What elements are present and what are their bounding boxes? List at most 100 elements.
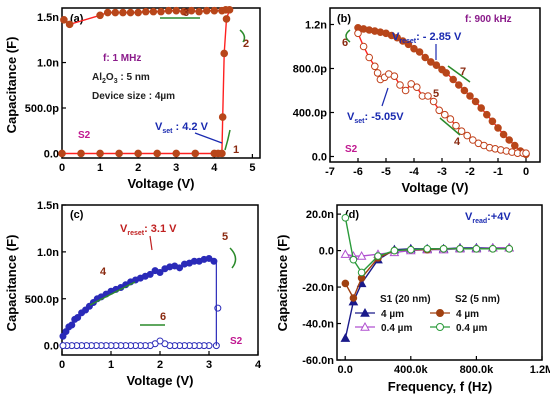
panel-a-series-0-point: [172, 149, 181, 158]
panel-b: (b) -7 -6 -5 -4 -3 -2 -1 0 0.0 400.0p 800.0p 1.2n V…: [293, 7, 541, 195]
legend-1-label: 0.4 µm: [381, 323, 412, 334]
panel-b-series-1-point: [390, 72, 399, 80]
panel-b-series-1-point: [407, 80, 416, 88]
legend-3-marker: [436, 323, 444, 331]
legend-2-label: 4 µm: [456, 309, 479, 320]
panel-b-ytick-label: 800.0p: [293, 64, 328, 76]
panel-d-series-3-point: [341, 213, 350, 222]
panel-d-ytick-label: 0.0: [319, 246, 334, 258]
panel-c-ytick-label: 0.0: [44, 341, 59, 353]
panel-b-step-7: 7: [460, 66, 466, 78]
panel-a-freq: f: 1 MHz: [103, 53, 141, 64]
panel-b-series-0-point: [404, 40, 413, 49]
panel-b-xtick-label: -4: [409, 166, 420, 178]
panel-a-series-0-point: [164, 6, 173, 15]
legend-header-s2: S2 (5 nm): [455, 294, 500, 305]
panel-a-frame: [61, 7, 261, 159]
panel-a-xtick-label: 4: [211, 162, 218, 174]
panel-b-series-1-point: [463, 131, 472, 140]
panel-a-series-0-point: [111, 8, 120, 17]
panel-a-sample: S2: [78, 130, 91, 141]
panel-c-xtick-label: 1: [108, 359, 114, 371]
panel-b-series-1-point: [413, 83, 421, 91]
panel-b-xtick-label: -1: [493, 166, 503, 178]
panel-a-size: Device size : 4µm: [92, 91, 175, 102]
panel-b-series-1-point: [452, 121, 460, 130]
panel-a-series-0-point: [218, 6, 226, 15]
panel-a-series-0-point: [134, 8, 142, 17]
panel-b-series-1-point: [359, 42, 368, 51]
panel-b-series-0-point: [471, 97, 480, 106]
panel-b-xtick-label: -2: [465, 166, 475, 178]
panel-b-arrow-6: [345, 29, 351, 43]
panel-a-xlabel: Voltage (V): [128, 176, 195, 191]
panel-b-xlabel: Voltage (V): [402, 180, 469, 195]
panel-a-series-0-point: [103, 8, 112, 17]
panel-d-xtick-label: 400.0k: [394, 364, 429, 376]
panel-b-ytick-label: 400.0p: [293, 108, 328, 120]
panel-b-series-1-point: [441, 110, 449, 119]
panel-a-series-0-point: [210, 6, 219, 15]
panel-b-series-1-point: [522, 149, 530, 157]
panel-b-freq: f: 900 kHz: [465, 14, 512, 25]
panel-b-series-0-point: [432, 61, 441, 69]
panel-a-series-0-point: [191, 149, 200, 158]
panel-d-series-3-point: [357, 268, 366, 277]
panel-b-series-0-point: [466, 92, 474, 100]
panel-a-series-0-point: [202, 6, 211, 15]
panel-c-sample: S2: [230, 336, 243, 347]
panel-c-series-0-point: [74, 314, 82, 321]
panel-d-ytick-label: 20.0n: [306, 209, 334, 221]
panel-b-label: (b): [337, 13, 351, 25]
panel-d-ytick-label: -20.0n: [302, 282, 334, 294]
panel-b-frame: [329, 7, 541, 163]
panel-a-vset: Vset : 4.2 V: [155, 121, 209, 135]
panel-c-label: (c): [70, 209, 84, 221]
panel-a-ytick-label: 500.0p: [25, 103, 60, 115]
panel-a-xtick-label: 1: [97, 162, 103, 174]
panel-b-series-1-point: [435, 106, 444, 115]
panel-d-ytick-label: -40.0n: [302, 319, 334, 331]
panel-a-series-0-point: [119, 8, 127, 17]
panel-a-xtick-label: 2: [135, 162, 141, 174]
panel-b-series-1-point: [469, 136, 477, 144]
panel-b-series-0-point: [415, 48, 424, 56]
panel-a-series-0-point: [77, 149, 85, 158]
panel-d-ytick-label: -60.0n: [302, 355, 334, 367]
panel-b-series-0-point: [438, 65, 446, 74]
panel-a-series-0-point: [60, 16, 68, 24]
panel-d-vread: Vread:+4V: [465, 211, 511, 225]
panel-b-series-0-point: [499, 130, 508, 139]
panel-a-series-0-point: [218, 149, 226, 158]
panel-b-series-0-point: [483, 110, 491, 119]
panel-a-series-0-point: [134, 149, 142, 158]
panel-d-series-3-point: [349, 255, 358, 264]
panel-d-legend: S1 (20 nm) S2 (5 nm) 4 µm 0.4 µm 4 µm 0.4 µ…: [355, 294, 500, 334]
panel-b-vreset: Vreset: - 2.85 V: [392, 31, 462, 45]
panel-c-xtick-label: 2: [157, 359, 163, 371]
panel-b-series-1-point: [371, 62, 379, 71]
panel-d-xtick-label: 1.2M: [530, 364, 550, 376]
panel-a-series-0-point: [96, 149, 104, 158]
panel-c-vreset: Vreset: 3.1 V: [120, 223, 177, 237]
panel-a-series-0-point: [222, 15, 231, 23]
panel-d-xtick-label: 0.0: [338, 364, 353, 376]
panel-b-arrow-4: [439, 117, 461, 136]
legend-3-label: 0.4 µm: [456, 323, 487, 334]
panel-d-series-3-point: [374, 252, 382, 260]
panel-a-series-0-point: [115, 149, 123, 158]
panel-b-xtick-label: -6: [353, 166, 363, 178]
panel-b-ytick-label: 1.2n: [305, 20, 327, 32]
panel-c-ytick-label: 1.5n: [37, 200, 59, 212]
panel-b-xtick-label: -3: [437, 166, 447, 178]
panel-c-ytick-label: 500.0p: [25, 294, 60, 306]
panel-a-ytick-label: 1.5n: [37, 12, 59, 24]
panel-b-vset-pointer: [381, 87, 389, 107]
panel-d-series-3-point: [423, 244, 432, 253]
panel-b-series-1-point: [457, 127, 466, 135]
panel-a-series-0-point: [218, 113, 227, 121]
panel-a-series-0-point: [180, 7, 188, 16]
panel-b-xtick-label: -5: [381, 166, 391, 178]
panel-c-ytick-label: 1.0n: [37, 247, 59, 259]
panel-d-series-2-point: [349, 294, 358, 302]
